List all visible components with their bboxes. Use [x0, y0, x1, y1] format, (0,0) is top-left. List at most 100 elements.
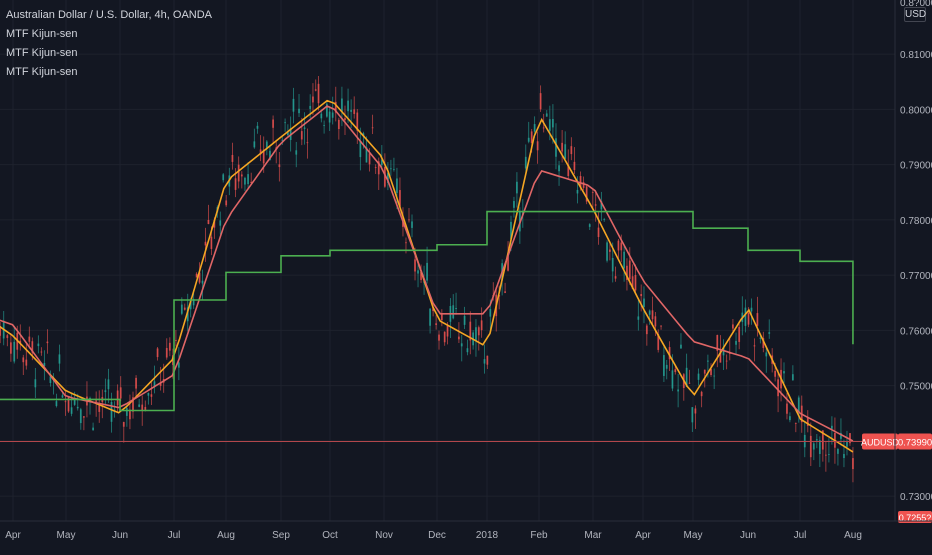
candle-body: [837, 449, 839, 454]
candle-body: [542, 127, 545, 129]
symbol-badge: [862, 433, 898, 450]
candle-body: [225, 200, 228, 206]
x-tick-label: May: [57, 530, 76, 541]
indicator-label-1[interactable]: MTF Kijun-sen: [6, 28, 78, 40]
symbol-badge-label: AUDUSD: [861, 437, 900, 447]
candle-body: [846, 441, 848, 447]
candle-body: [640, 293, 643, 297]
x-tick-label: Apr: [635, 530, 651, 541]
candle-body: [716, 334, 719, 351]
candle-body: [253, 141, 256, 148]
candle-body: [306, 142, 309, 144]
candle-body: [688, 382, 691, 384]
candle-body: [759, 337, 762, 339]
candle-body: [552, 119, 554, 128]
candle-body: [524, 156, 527, 169]
x-tick-label: Apr: [5, 530, 21, 541]
candle-body: [156, 348, 159, 358]
candle-body: [98, 405, 101, 412]
candle-body: [210, 236, 213, 249]
chart-title: Australian Dollar / U.S. Dollar, 4h, OAN…: [6, 9, 213, 21]
x-tick-label: Nov: [375, 530, 393, 541]
candle-body: [34, 379, 37, 388]
candle-body: [480, 320, 483, 331]
candle-body: [67, 396, 70, 412]
indicator-label-3[interactable]: MTF Kijun-sen: [6, 66, 78, 78]
candle-body: [573, 161, 576, 170]
candle-body: [631, 276, 634, 289]
candle-body: [674, 369, 677, 373]
candle-body: [722, 347, 725, 356]
candle-body: [222, 174, 225, 181]
candle-body: [843, 454, 845, 459]
candle-body: [663, 355, 665, 376]
candle-body: [475, 327, 477, 341]
candle-body: [600, 201, 603, 210]
candle-body: [489, 309, 492, 317]
candle-body: [393, 169, 395, 171]
candle-body: [219, 220, 222, 226]
candle-body: [317, 83, 320, 104]
x-tick-label: 2018: [476, 530, 499, 541]
candle-body: [132, 397, 134, 412]
candle-body: [756, 313, 759, 326]
x-tick-label: Dec: [428, 530, 446, 541]
candle-body: [513, 201, 515, 208]
candle-body: [732, 324, 734, 329]
candle-body: [706, 360, 709, 362]
candle-body: [259, 149, 262, 155]
candle-body: [483, 359, 486, 364]
candle-body: [735, 340, 737, 345]
candle-body: [399, 190, 401, 207]
legend: Australian Dollar / U.S. Dollar, 4h, OAN…: [6, 6, 212, 82]
indicator-label-2[interactable]: MTF Kijun-sen: [6, 47, 78, 59]
candle-body: [608, 249, 611, 252]
candle-body: [312, 96, 314, 103]
candle-body: [753, 345, 756, 347]
candle-body: [183, 307, 186, 310]
candle-body: [637, 316, 640, 320]
candle-body: [281, 139, 284, 141]
candle-body: [298, 108, 300, 114]
candle-body: [680, 344, 682, 349]
candle-body: [265, 141, 268, 148]
candle-body: [558, 165, 560, 172]
candle-body: [831, 425, 833, 429]
candle-body: [809, 435, 812, 458]
candle-body: [634, 275, 637, 291]
candle-body: [545, 113, 548, 117]
candle-body: [286, 132, 289, 136]
candle-body: [377, 161, 380, 175]
candle-body: [510, 221, 512, 239]
y-tick-label-top: 0.8?000: [900, 0, 932, 9]
candle-body: [700, 391, 703, 397]
x-tick-label: Oct: [322, 530, 338, 541]
candle-body: [73, 399, 76, 405]
candle-body: [530, 131, 533, 144]
candle-body: [446, 325, 449, 337]
candle-body: [153, 381, 156, 388]
candle-body: [703, 369, 706, 374]
candle-body: [539, 93, 542, 110]
price-badge: [898, 433, 932, 450]
candle-body: [458, 336, 460, 340]
candle-body: [284, 122, 286, 124]
candle-body: [849, 433, 851, 444]
x-tick-label: May: [684, 530, 703, 541]
candle-body: [334, 101, 337, 113]
currency-label[interactable]: USD: [904, 7, 927, 22]
candle-body: [186, 307, 189, 322]
candle-body: [189, 300, 192, 310]
candle-body: [380, 159, 383, 166]
candle-body: [818, 440, 821, 455]
candle-body: [138, 404, 141, 407]
candle-body: [750, 307, 753, 312]
candle-body: [320, 113, 323, 119]
candle-body: [713, 375, 716, 377]
candle-body: [691, 407, 694, 423]
candle-body: [411, 221, 413, 228]
